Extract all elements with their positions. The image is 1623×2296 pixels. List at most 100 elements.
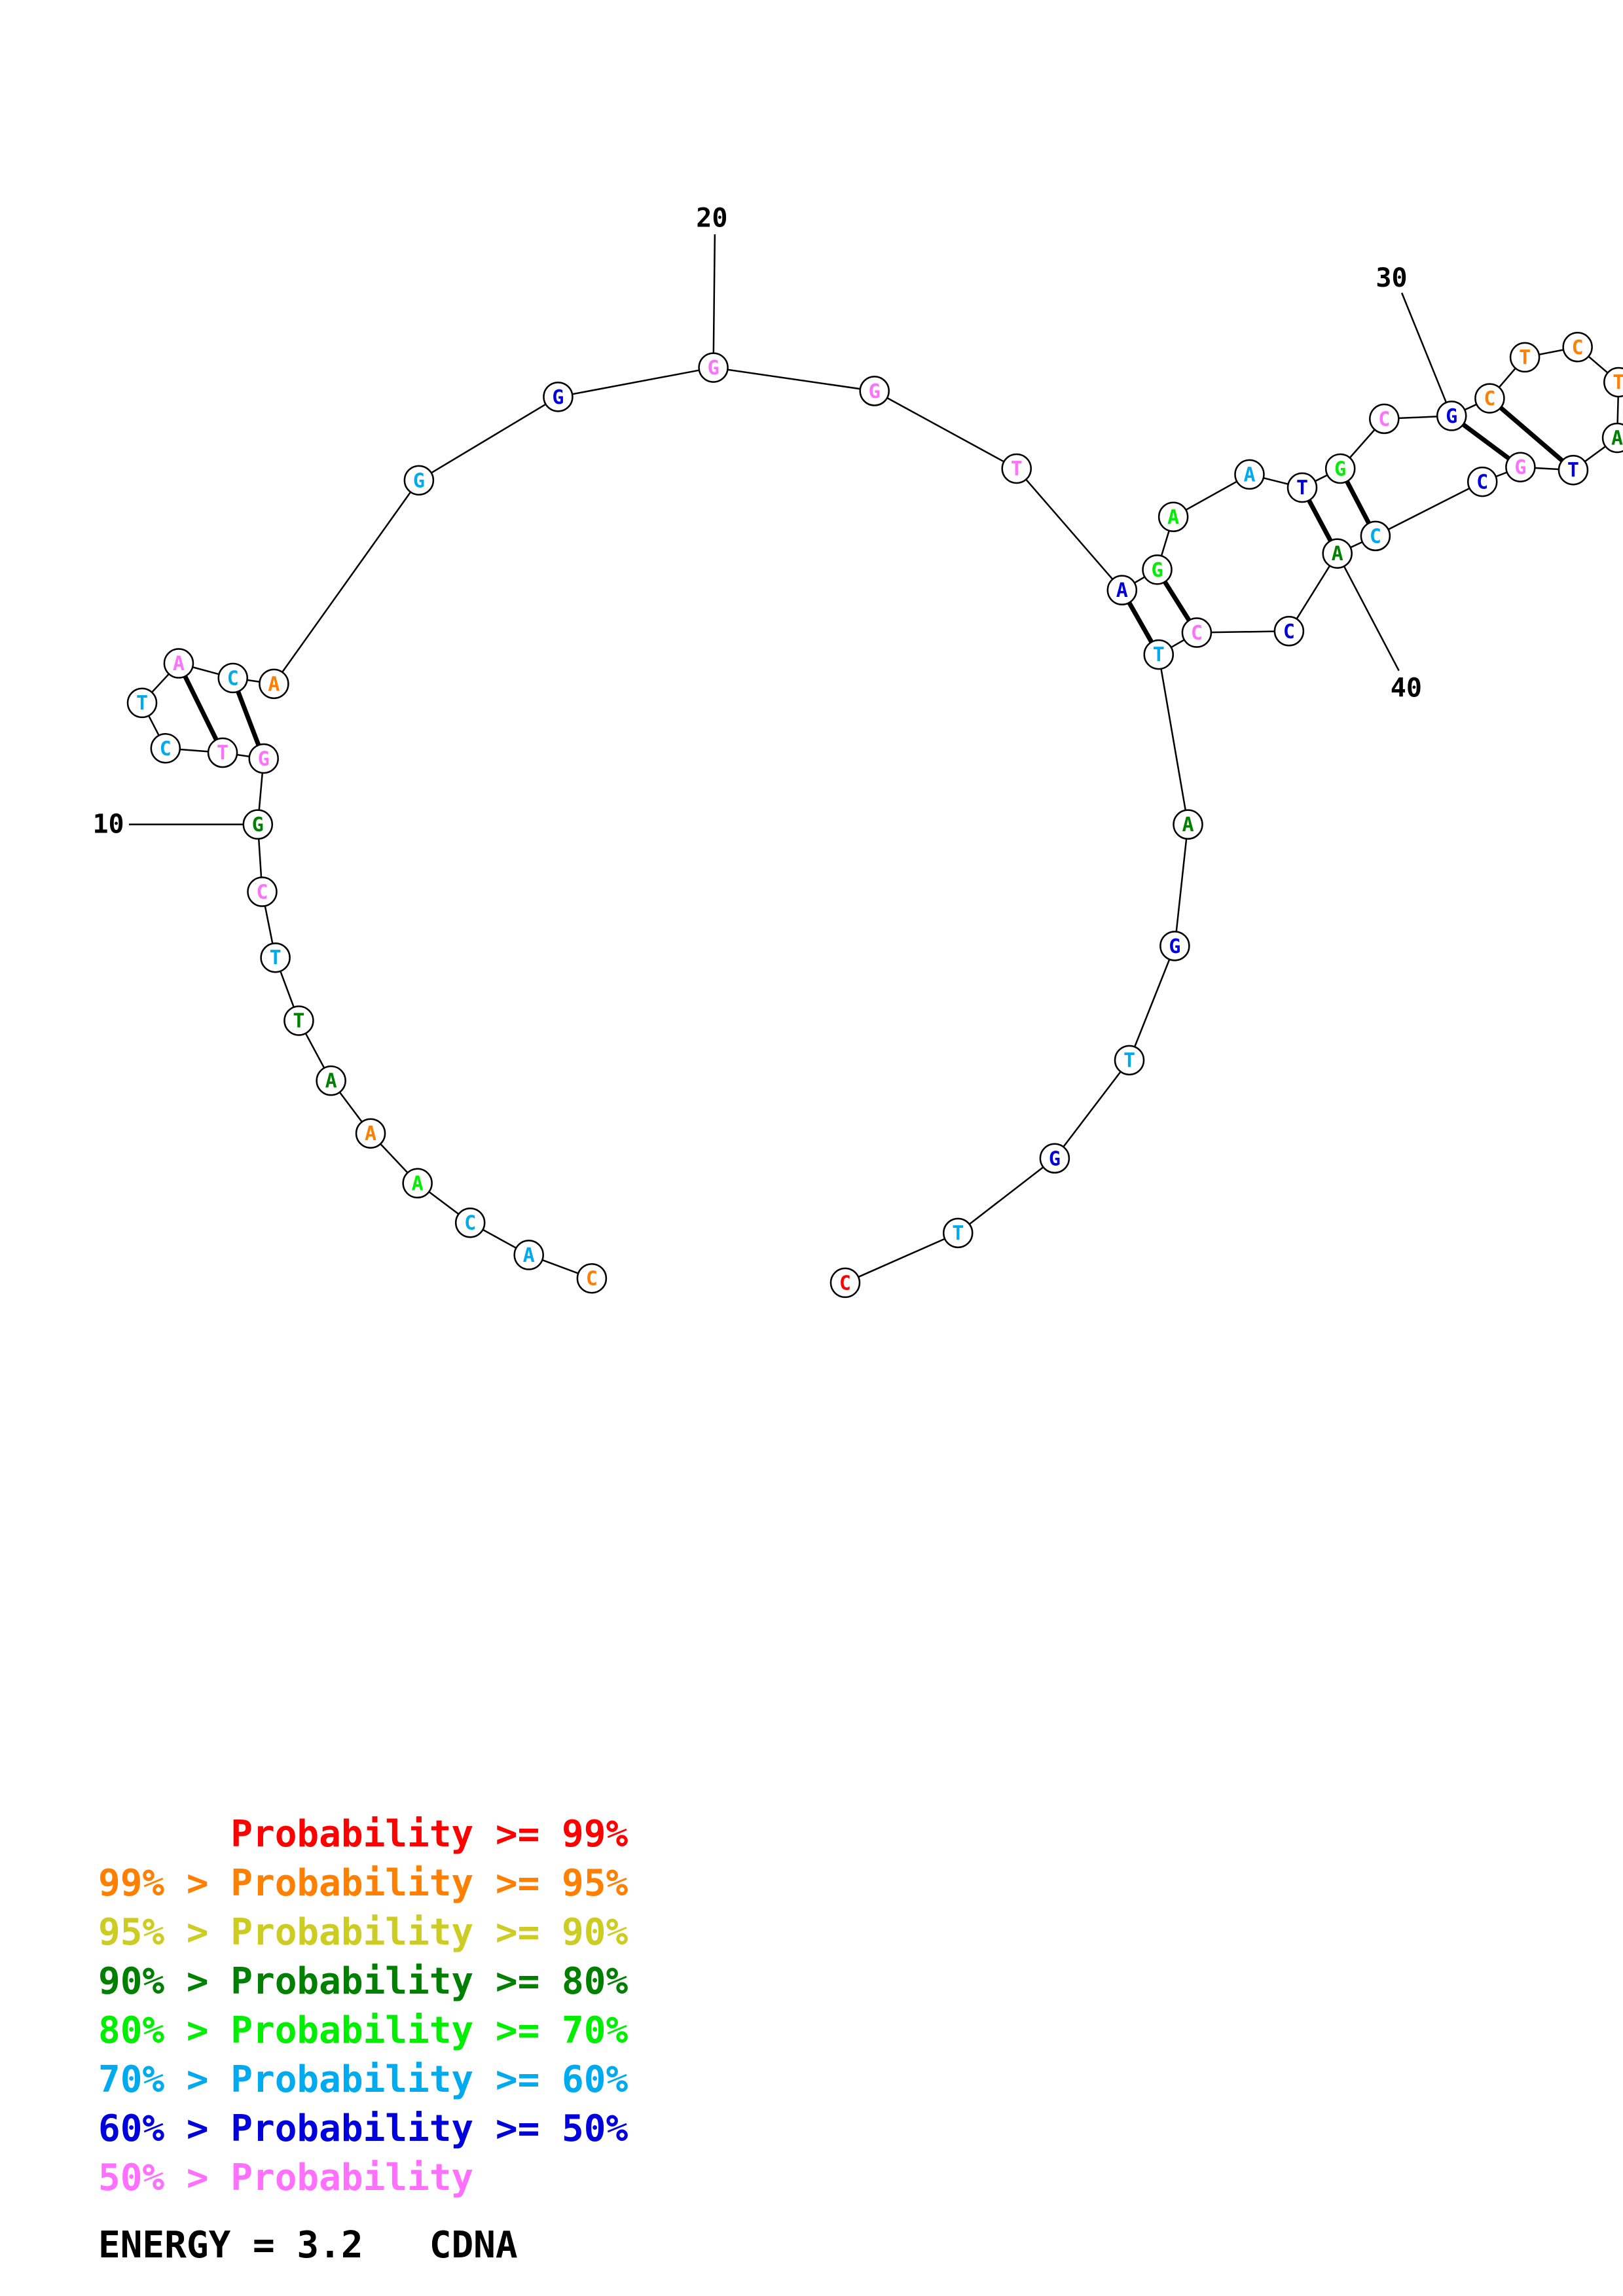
nucleotide-1: C	[576, 1263, 608, 1294]
nucleotide-38: C	[1467, 466, 1498, 497]
nucleotide-letter: C	[256, 881, 268, 904]
nucleotide-circle	[1474, 383, 1505, 414]
nucleotide-4: A	[402, 1168, 433, 1199]
backbone-segment	[957, 1157, 1055, 1234]
nucleotide-letter: G	[1169, 935, 1180, 958]
nucleotide-46: T	[1114, 1045, 1145, 1076]
legend-row: 95% > Probability >= 90%	[98, 1908, 628, 1957]
nucleotide-letter: G	[413, 469, 425, 492]
legend-row: 60% > Probability >= 50%	[98, 2104, 628, 2153]
nucleotide-circle	[1509, 342, 1541, 373]
nucleotide-letter: A	[1167, 506, 1179, 529]
nucleotide-33: C	[1562, 332, 1593, 363]
nucleotide-letter: A	[1611, 427, 1623, 450]
nucleotide-circle	[1562, 332, 1593, 363]
nucleotide-letter: C	[160, 738, 172, 761]
nucleotide-circle	[1360, 520, 1391, 552]
backbone-segment	[1015, 468, 1123, 591]
legend-prefix: 80% >	[98, 2009, 231, 2052]
nucleotide-14: T	[126, 687, 158, 719]
nucleotide-12: T	[207, 737, 238, 768]
nucleotide-20: G	[698, 352, 729, 383]
nucleotide-circle	[259, 668, 289, 700]
nucleotide-47: G	[1039, 1143, 1070, 1174]
nucleotide-letter: G	[252, 814, 264, 836]
legend-row: 80% > Probability >= 70%	[98, 2006, 628, 2055]
nucleotide-44: A	[1173, 809, 1203, 840]
nucleotide-26: A	[1234, 459, 1265, 490]
nucleotide-letter: G	[869, 380, 881, 403]
nucleotide-circle	[1369, 403, 1400, 435]
energy-value: ENERGY = 3.2	[98, 2224, 363, 2267]
position-tick-line	[1336, 553, 1400, 672]
nucleotide-letter: T	[270, 947, 282, 970]
nucleotide-letter: G	[708, 357, 720, 380]
nucleotide-letter: T	[136, 692, 148, 715]
nucleotide-43: T	[1143, 639, 1175, 670]
legend-prefix: 99% >	[98, 1862, 231, 1905]
nucleotide-48: T	[942, 1217, 974, 1249]
backbone-segment	[1128, 945, 1176, 1061]
position-number-label: 10	[92, 810, 124, 840]
legend-label: Probability	[230, 2157, 474, 2199]
nucleotide-letter: T	[1296, 477, 1308, 500]
nucleotide-circle	[1039, 1143, 1070, 1174]
nucleotide-letter: A	[1332, 543, 1343, 565]
backbone-segment	[1158, 654, 1189, 825]
nucleotide-circle	[1505, 452, 1536, 482]
backbone-segment	[558, 367, 714, 398]
nucleotide-circle	[1603, 367, 1623, 398]
legend-prefix: 70% >	[98, 2058, 231, 2101]
nucleotide-letter: G	[552, 386, 564, 409]
legend-suffix: >= 80%	[473, 1960, 629, 2003]
nucleotide-circle	[1273, 616, 1305, 647]
nucleotide-8: T	[260, 942, 291, 973]
nucleotide-23: A	[1106, 575, 1138, 605]
nucleotide-letter: T	[1123, 1049, 1135, 1072]
nucleotide-5: A	[355, 1118, 386, 1149]
nucleotide-13: C	[150, 733, 181, 764]
nucleotide-41: C	[1273, 616, 1305, 647]
nucleotide-29: C	[1369, 403, 1400, 435]
legend-suffix: >= 99%	[473, 1813, 629, 1856]
position-number-label: 20	[696, 203, 727, 233]
nucleotide-circle	[1142, 554, 1173, 585]
legend-row: 70% > Probability >= 60%	[98, 2055, 628, 2104]
nucleotide-circle	[1181, 617, 1213, 648]
nucleotide-9: C	[247, 876, 278, 907]
backbone-segment	[1174, 824, 1189, 946]
nucleotide-34: T	[1603, 367, 1623, 398]
legend-row: Probability >= 99%	[98, 1810, 628, 1859]
position-number-label: 30	[1376, 263, 1407, 293]
legend-prefix: 60% >	[98, 2108, 231, 2150]
nucleotide-letter: C	[839, 1272, 851, 1295]
nucleotide-letter: A	[365, 1122, 376, 1145]
nucleotide-19: G	[543, 382, 574, 412]
legend-label: Probability	[230, 2009, 474, 2052]
nucleotide-circle	[543, 382, 574, 412]
nucleotide-circle	[260, 942, 291, 973]
footer: ENERGY = 3.2 CDNA	[98, 2224, 518, 2267]
legend-label: Probability	[230, 1911, 474, 1954]
nucleotide-circle	[1558, 454, 1589, 486]
nucleotide-letter: A	[325, 1070, 337, 1093]
backbone-segment	[713, 367, 875, 392]
nucleotide-6: A	[316, 1065, 346, 1096]
nucleotide-circle	[454, 1207, 486, 1238]
nucleotide-37: G	[1505, 452, 1536, 482]
backbone-segment	[1375, 480, 1483, 537]
nucleotide-circle	[1158, 501, 1189, 533]
nucleotide-letter: C	[227, 667, 239, 690]
position-tick-line	[1400, 293, 1453, 416]
nucleotide-circle	[698, 352, 729, 383]
legend-row: 90% > Probability >= 80%	[98, 1957, 628, 2006]
nucleotide-letter: T	[1011, 457, 1023, 480]
nucleotide-circle	[126, 687, 158, 719]
nucleotide-letter: G	[1446, 405, 1457, 428]
legend-row: 99% > Probability >= 95%	[98, 1859, 628, 1908]
legend-row: 50% > Probability	[98, 2153, 628, 2202]
nucleotide-36: T	[1558, 454, 1589, 486]
backbone-segment	[1196, 630, 1289, 634]
legend-suffix: >= 70%	[473, 2009, 629, 2052]
